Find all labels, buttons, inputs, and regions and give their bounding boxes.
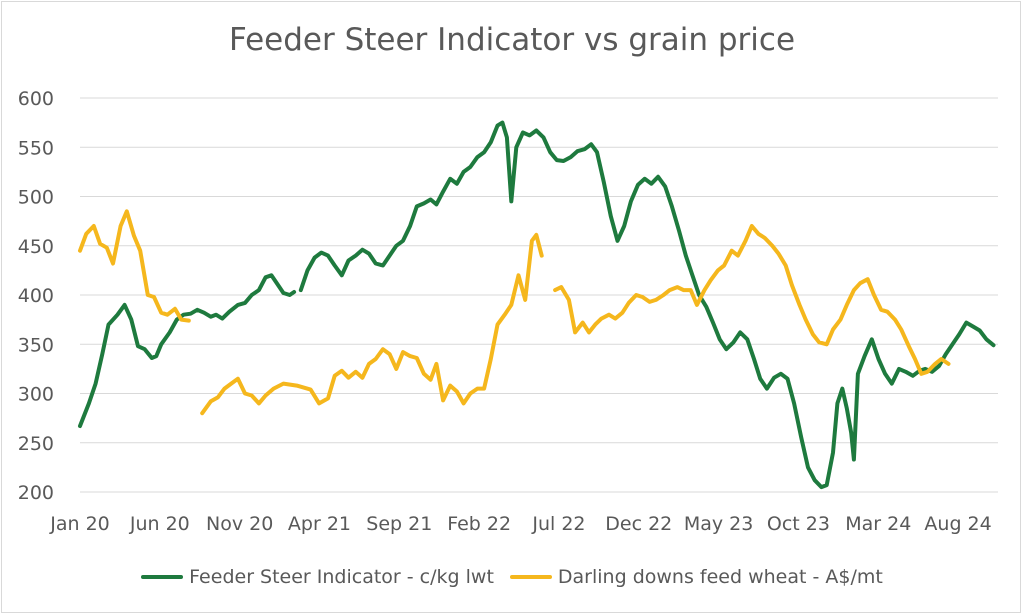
series-line-feed-wheat [78, 209, 951, 416]
x-tick-label: Feb 22 [447, 513, 511, 535]
legend-label-feed-wheat: Darling downs feed wheat - A$/mt [557, 566, 883, 588]
legend-swatch-feeder-steer [141, 575, 184, 579]
x-tick-label: Apr 21 [288, 513, 351, 535]
y-tick-label: 400 [18, 285, 54, 307]
x-tick-label: Jan 20 [49, 513, 110, 535]
x-axis-ticks: Jan 20 Jun 20 Nov 20 Apr 21 Sep 21 Feb 22 Jul … [49, 513, 992, 535]
y-tick-label: 300 [18, 384, 54, 406]
x-tick-label: Nov 20 [206, 513, 273, 535]
y-tick-label: 350 [18, 334, 54, 356]
x-tick-label: May 23 [684, 513, 754, 535]
legend-item-feeder-steer[interactable]: Feeder Steer Indicator - c/kg lwt [141, 566, 494, 588]
chart-title: Feeder Steer Indicator vs grain price [228, 22, 796, 58]
y-tick-label: 550 [18, 137, 54, 159]
gridlines [80, 97, 998, 444]
x-tick-label: Aug 24 [924, 513, 991, 535]
y-tick-label: 600 [18, 88, 54, 110]
legend: Feeder Steer Indicator - c/kg lwt Darlin… [0, 566, 1024, 588]
series-lines [78, 120, 996, 490]
y-tick-label: 250 [18, 433, 54, 455]
legend-swatch-feed-wheat [509, 575, 552, 579]
x-tick-label: Sep 21 [366, 513, 432, 535]
y-tick-label: 450 [18, 236, 54, 258]
x-tick-label: Mar 24 [845, 513, 911, 535]
x-tick-label: Oct 23 [767, 513, 830, 535]
x-tick-label: Jul 22 [531, 513, 585, 535]
legend-label-feeder-steer: Feeder Steer Indicator - c/kg lwt [189, 566, 494, 588]
x-tick-label: Dec 22 [605, 513, 672, 535]
y-tick-label: 500 [18, 187, 54, 209]
y-tick-label: 200 [18, 482, 54, 504]
series-line-feeder-steer [78, 120, 996, 490]
y-axis-ticks: 200 250 300 350 400 450 500 550 600 [18, 88, 54, 504]
legend-item-feed-wheat[interactable]: Darling downs feed wheat - A$/mt [509, 566, 883, 588]
x-tick-label: Jun 20 [129, 513, 190, 535]
